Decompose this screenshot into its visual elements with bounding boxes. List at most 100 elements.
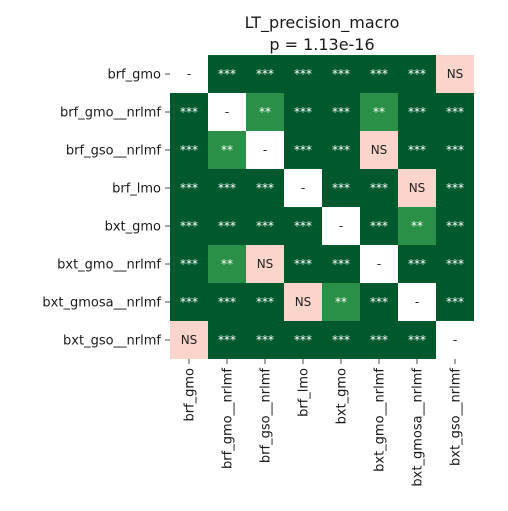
heatmap-cell-label-r5-c3: *** (294, 257, 312, 271)
heatmap-cell-r7-c7 (436, 321, 474, 359)
row-label-bxt-gmosa-nrlmf: bxt_gmosa__nrlmf (42, 296, 161, 311)
heatmap-cells: - *** *** *** *** *** *** NS*** - ** *** *** ** *** **… (170, 55, 474, 359)
heatmap-cell-r4-c1 (208, 207, 246, 245)
heatmap-cell-label-r4-c2: *** (256, 219, 274, 233)
heatmap-cell-label-r2-c6: *** (408, 143, 426, 157)
heatmap-cell-r1-c7 (436, 93, 474, 131)
heatmap-cell-label-r1-c2: ** (259, 105, 271, 119)
heatmap-cell-r4-c3 (284, 207, 322, 245)
heatmap-cell-r0-c6 (398, 55, 436, 93)
heatmap-cell-label-r4-c7: *** (446, 219, 464, 233)
heatmap-cell-r2-c0 (170, 131, 208, 169)
heatmap-cell-label-r2-c3: *** (294, 143, 312, 157)
heatmap-cell-r1-c5 (360, 93, 398, 131)
heatmap-cell-r5-c3 (284, 245, 322, 283)
heatmap-cell-label-r6-c0: *** (180, 295, 198, 309)
heatmap-cell-r1-c3 (284, 93, 322, 131)
heatmap-cell-r6-c5 (360, 283, 398, 321)
heatmap-cell-label-r2-c1: ** (221, 143, 233, 157)
heatmap-cell-r0-c5 (360, 55, 398, 93)
row-label-brf-gmo-nrlmf: brf_gmo__nrlmf (60, 106, 161, 121)
heatmap-cell-r3-c3 (284, 169, 322, 207)
heatmap-cell-r7-c6 (398, 321, 436, 359)
heatmap-cell-r6-c7 (436, 283, 474, 321)
row-labels: brf_gmo brf_gmo__nrlmf brf_gso__nrlmf brf_l… (42, 68, 170, 349)
heatmap-cell-r7-c2 (246, 321, 284, 359)
heatmap-cell-r5-c7 (436, 245, 474, 283)
column-label-brf-gso-nrlmf: brf_gso__nrlmf (259, 368, 274, 464)
heatmap-cell-label-r1-c5: ** (373, 105, 385, 119)
heatmap-cell-r2-c1 (208, 131, 246, 169)
column-label-bxt-gmo: bxt_gmo (335, 368, 350, 424)
heatmap-cell-r3-c4 (322, 169, 360, 207)
column-label-brf-lmo: brf_lmo (297, 368, 312, 417)
row-label-brf-gmo: brf_gmo (107, 68, 161, 83)
heatmap-cell-r6-c1 (208, 283, 246, 321)
heatmap-cell-r0-c7 (436, 55, 474, 93)
heatmap-cell-label-r7-c1: *** (218, 333, 236, 347)
heatmap-cell-r0-c4 (322, 55, 360, 93)
chart-title: LT_precision_macro (245, 13, 400, 33)
heatmap-cell-r0-c1 (208, 55, 246, 93)
heatmap-cell-label-r3-c1: *** (218, 181, 236, 195)
heatmap-cell-r6-c6 (398, 283, 436, 321)
heatmap-cell-label-r4-c4: - (339, 219, 343, 233)
heatmap-cell-r2-c5 (360, 131, 398, 169)
heatmap-cell-label-r5-c6: *** (408, 257, 426, 271)
heatmap-cell-label-r2-c7: *** (446, 143, 464, 157)
row-label-brf-lmo: brf_lmo (112, 182, 161, 197)
heatmap-cell-label-r1-c0: *** (180, 105, 198, 119)
heatmap-cell-label-r0-c1: *** (218, 67, 236, 81)
heatmap-cell-r1-c1 (208, 93, 246, 131)
heatmap-cell-label-r1-c3: *** (294, 105, 312, 119)
column-label-bxt-gso-nrlmf: bxt_gso__nrlmf (449, 368, 464, 466)
heatmap-cell-r7-c3 (284, 321, 322, 359)
heatmap-cell-r2-c2 (246, 131, 284, 169)
heatmap-cell-r1-c4 (322, 93, 360, 131)
heatmap-cell-label-r0-c2: *** (256, 67, 274, 81)
heatmap-cell-label-r5-c4: *** (332, 257, 350, 271)
heatmap-cell-r4-c0 (170, 207, 208, 245)
heatmap-cell-r5-c5 (360, 245, 398, 283)
heatmap-cell-r5-c6 (398, 245, 436, 283)
heatmap-cell-r6-c2 (246, 283, 284, 321)
heatmap-cell-label-r2-c5: NS (371, 143, 388, 157)
heatmap-cell-label-r2-c2: - (263, 143, 267, 157)
heatmap-cell-r1-c6 (398, 93, 436, 131)
heatmap-cell-label-r2-c4: *** (332, 143, 350, 157)
heatmap-cell-r4-c6 (398, 207, 436, 245)
heatmap-cell-label-r7-c0: NS (181, 333, 198, 347)
heatmap-cell-label-r7-c6: *** (408, 333, 426, 347)
row-label-brf-gso-nrlmf: brf_gso__nrlmf (66, 144, 162, 159)
heatmap-cell-label-r5-c2: NS (257, 257, 274, 271)
heatmap-cell-label-r0-c6: *** (408, 67, 426, 81)
heatmap-cell-label-r4-c6: ** (411, 219, 423, 233)
heatmap-cell-label-r4-c5: *** (370, 219, 388, 233)
heatmap-cell-label-r0-c3: *** (294, 67, 312, 81)
heatmap-cell-r6-c3 (284, 283, 322, 321)
heatmap-cell-label-r7-c2: *** (256, 333, 274, 347)
column-label-brf-gmo: brf_gmo (183, 368, 198, 422)
heatmap-cell-r2-c6 (398, 131, 436, 169)
heatmap-cell-label-r6-c1: *** (218, 295, 236, 309)
heatmap-cell-label-r0-c4: *** (332, 67, 350, 81)
heatmap-cell-label-r7-c5: *** (370, 333, 388, 347)
heatmap-cell-label-r1-c6: *** (408, 105, 426, 119)
heatmap-cell-label-r1-c4: *** (332, 105, 350, 119)
row-label-bxt-gso-nrlmf: bxt_gso__nrlmf (63, 334, 161, 349)
heatmap-cell-label-r0-c5: *** (370, 67, 388, 81)
heatmap-cell-label-r1-c7: *** (446, 105, 464, 119)
heatmap-cell-label-r3-c3: - (301, 181, 305, 195)
heatmap-cell-label-r6-c6: - (415, 295, 419, 309)
heatmap-cell-label-r6-c7: *** (446, 295, 464, 309)
heatmap-cell-label-r3-c2: *** (256, 181, 274, 195)
chart-subtitle: p = 1.13e-16 (269, 35, 374, 54)
heatmap-cell-label-r4-c1: *** (218, 219, 236, 233)
heatmap-cell-label-r6-c5: *** (370, 295, 388, 309)
heatmap-cell-label-r1-c1: - (225, 105, 229, 119)
heatmap-cell-label-r5-c1: ** (221, 257, 233, 271)
heatmap-cell-r5-c4 (322, 245, 360, 283)
heatmap-cell-r6-c0 (170, 283, 208, 321)
heatmap-cell-label-r7-c4: *** (332, 333, 350, 347)
heatmap-cell-r2-c7 (436, 131, 474, 169)
